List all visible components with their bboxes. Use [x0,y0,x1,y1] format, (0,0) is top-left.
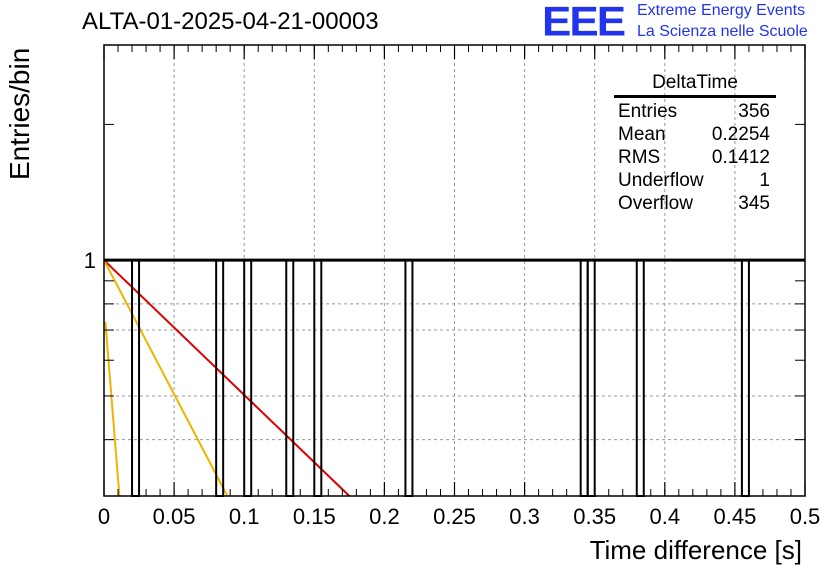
stats-label: Overflow [618,193,693,214]
stats-row: Mean 0.2254 [612,123,778,146]
x-tick-label: 0.35 [573,504,616,529]
histogram-bar [579,259,589,497]
stats-label: RMS [618,147,661,168]
chart-title: ALTA-01-2025-04-21-00003 [82,8,379,35]
histogram-bar [285,259,295,497]
y-axis-label: Entries/bin [4,47,35,180]
stats-row: Overflow 345 [612,192,778,215]
stats-row: Underflow 1 [612,169,778,192]
histogram-bar [243,259,253,497]
fit-line [103,259,229,497]
stats-title: DeltaTime [614,72,776,98]
stats-value: 0.1412 [711,147,770,168]
x-tick-label: 0.45 [713,504,756,529]
stats-label: Entries [618,101,678,122]
fit-line [103,259,351,497]
x-tick-label: 0 [98,504,110,529]
x-tick-label: 0.15 [293,504,336,529]
x-tick-label: 0.05 [153,504,196,529]
logo-line-1: Extreme Energy Events [637,2,806,19]
logo-line-2: La Scienza nelle Scuole [637,23,808,40]
stats-value: 356 [738,101,770,122]
fit-line [104,321,121,497]
x-tick-label: 0.25 [433,504,476,529]
stats-label: Underflow [618,170,704,191]
histogram-bar [740,259,750,497]
histogram-bar [586,259,596,497]
stats-row: Entries 356 [612,100,778,123]
x-tick-label: 0.5 [790,504,821,529]
x-tick-label: 0.2 [369,504,400,529]
histogram-bar [635,259,645,497]
histogram-bar [404,259,414,497]
histogram-bar [313,259,323,497]
eee-logo-mark: EEE [542,0,626,45]
stats-label: Mean [618,124,666,145]
y-tick-label: 1 [84,248,96,273]
x-tick-label: 0.3 [509,504,540,529]
histogram-bar [131,259,141,497]
x-axis-label: Time difference [s] [589,535,802,565]
stats-row: RMS 0.1412 [612,146,778,169]
stats-value: 0.2254 [711,124,770,145]
histogram-bar [215,259,225,497]
stats-value: 345 [738,193,770,214]
stats-box: DeltaTime Entries 356 Mean 0.2254 RMS 0.… [612,72,778,215]
x-tick-label: 0.4 [650,504,681,529]
x-tick-label: 0.1 [229,504,260,529]
stats-value: 1 [759,170,770,191]
